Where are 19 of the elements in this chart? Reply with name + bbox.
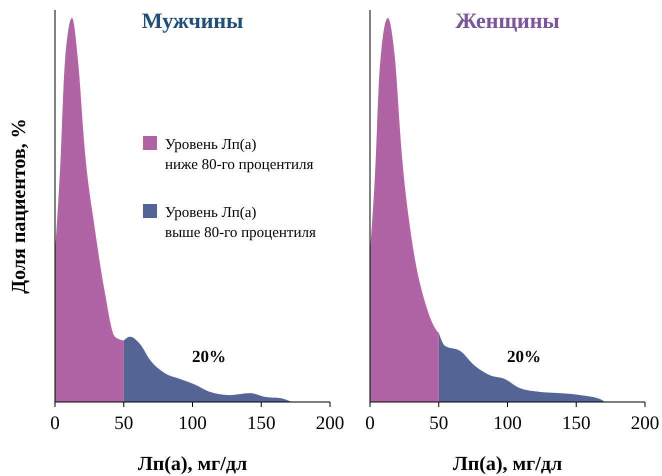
x-axis-title: Лп(а), мг/дл [138, 453, 248, 475]
x-tick-label: 0 [365, 413, 375, 434]
x-tick-label: 0 [50, 413, 60, 434]
x-axis-title: Лп(а), мг/дл [452, 453, 562, 475]
x-tick-label: 200 [630, 413, 660, 434]
legend-label: Уровень Лп(а) ниже 80-го процентиля [165, 137, 314, 173]
x-tick-label: 150 [247, 413, 276, 434]
x-tick-label: 100 [178, 413, 207, 434]
annotation: 20% [507, 347, 541, 366]
y-axis-title: Доля пациентов, % [8, 118, 30, 294]
x-tick-label: 50 [429, 413, 448, 434]
annotation: 20% [192, 347, 226, 366]
x-tick-label: 100 [493, 413, 522, 434]
x-tick-label: 200 [316, 413, 344, 434]
chart-title: Мужчины [142, 8, 244, 33]
x-tick-label: 150 [562, 413, 590, 434]
legend-label: Уровень Лп(а) выше 80-го процентиля [165, 205, 316, 241]
chart-title: Женщины [455, 8, 560, 33]
x-tick-label: 50 [114, 413, 134, 434]
